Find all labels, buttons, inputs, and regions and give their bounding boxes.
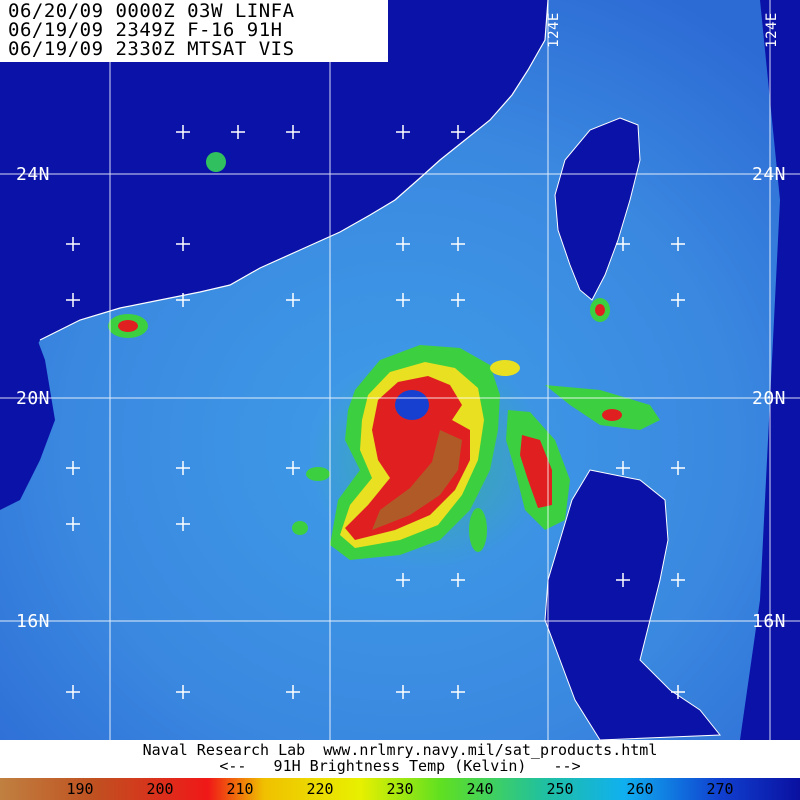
header-box: 06/20/09 0000Z 03W LINFA 06/19/09 2349Z … xyxy=(0,0,388,62)
color-scale-graphic xyxy=(0,778,800,800)
lon-label-top-2: 124E xyxy=(763,12,780,48)
land-mainland xyxy=(0,0,548,470)
storm-cloud-red xyxy=(345,376,470,540)
land-west xyxy=(0,310,55,510)
storm-core-brown xyxy=(372,430,462,530)
scale-tick-220: 220 xyxy=(306,780,334,798)
land-east-edge xyxy=(740,0,800,740)
footer-box: Naval Research Lab www.nrlmry.navy.mil/s… xyxy=(0,740,800,778)
scale-tick-270: 270 xyxy=(706,780,734,798)
satellite-map xyxy=(0,0,800,740)
rain-cell-ne xyxy=(602,409,622,421)
grid-crosses xyxy=(66,125,685,699)
scale-tick-250: 250 xyxy=(546,780,574,798)
header-line-3: 06/19/09 2330Z MTSAT VIS xyxy=(8,38,295,60)
scale-tick-210: 210 xyxy=(226,780,254,798)
scale-tick-240: 240 xyxy=(466,780,494,798)
scale-tick-260: 260 xyxy=(626,780,654,798)
rain-cell-s2 xyxy=(292,521,308,535)
rain-cell-taiwan-core xyxy=(595,304,605,316)
rain-cell-hk-core xyxy=(118,320,138,332)
footer-scale-caption: <-- 91H Brightness Temp (Kelvin) --> xyxy=(219,757,581,775)
lat-label-16n-left: 16N xyxy=(16,611,51,632)
header-line-1: 06/20/09 0000Z 03W LINFA xyxy=(8,0,295,22)
lat-label-20n-left: 20N xyxy=(16,388,51,409)
land-taiwan xyxy=(554,117,641,301)
rain-cell-s1 xyxy=(469,508,487,552)
scale-tick-230: 230 xyxy=(386,780,414,798)
lat-label-24n-left: 24N xyxy=(16,164,51,185)
land-luzon xyxy=(544,469,722,740)
lat-label-24n-right: 24N xyxy=(752,164,787,185)
color-scale-bar: 190 200 210 220 230 240 250 260 270 xyxy=(0,778,800,800)
lon-label-top-1: 124E xyxy=(545,12,562,48)
rain-cell-w xyxy=(306,467,330,481)
lat-label-20n-right: 20N xyxy=(752,388,787,409)
scale-tick-190: 190 xyxy=(66,780,94,798)
storm-eye xyxy=(395,390,429,420)
rain-band-northeast xyxy=(545,385,660,430)
scale-tick-200: 200 xyxy=(146,780,174,798)
header-line-2: 06/19/09 2349Z F-16 91H xyxy=(8,19,283,41)
lat-label-16n-right: 16N xyxy=(752,611,787,632)
lat-lon-grid xyxy=(0,0,800,740)
coastline xyxy=(39,0,549,341)
rain-cell-n1 xyxy=(206,152,226,172)
footer-credit: Naval Research Lab www.nrlmry.navy.mil/s… xyxy=(142,741,658,759)
rain-cell-n2 xyxy=(490,360,520,376)
rain-band-east-core xyxy=(520,435,552,508)
